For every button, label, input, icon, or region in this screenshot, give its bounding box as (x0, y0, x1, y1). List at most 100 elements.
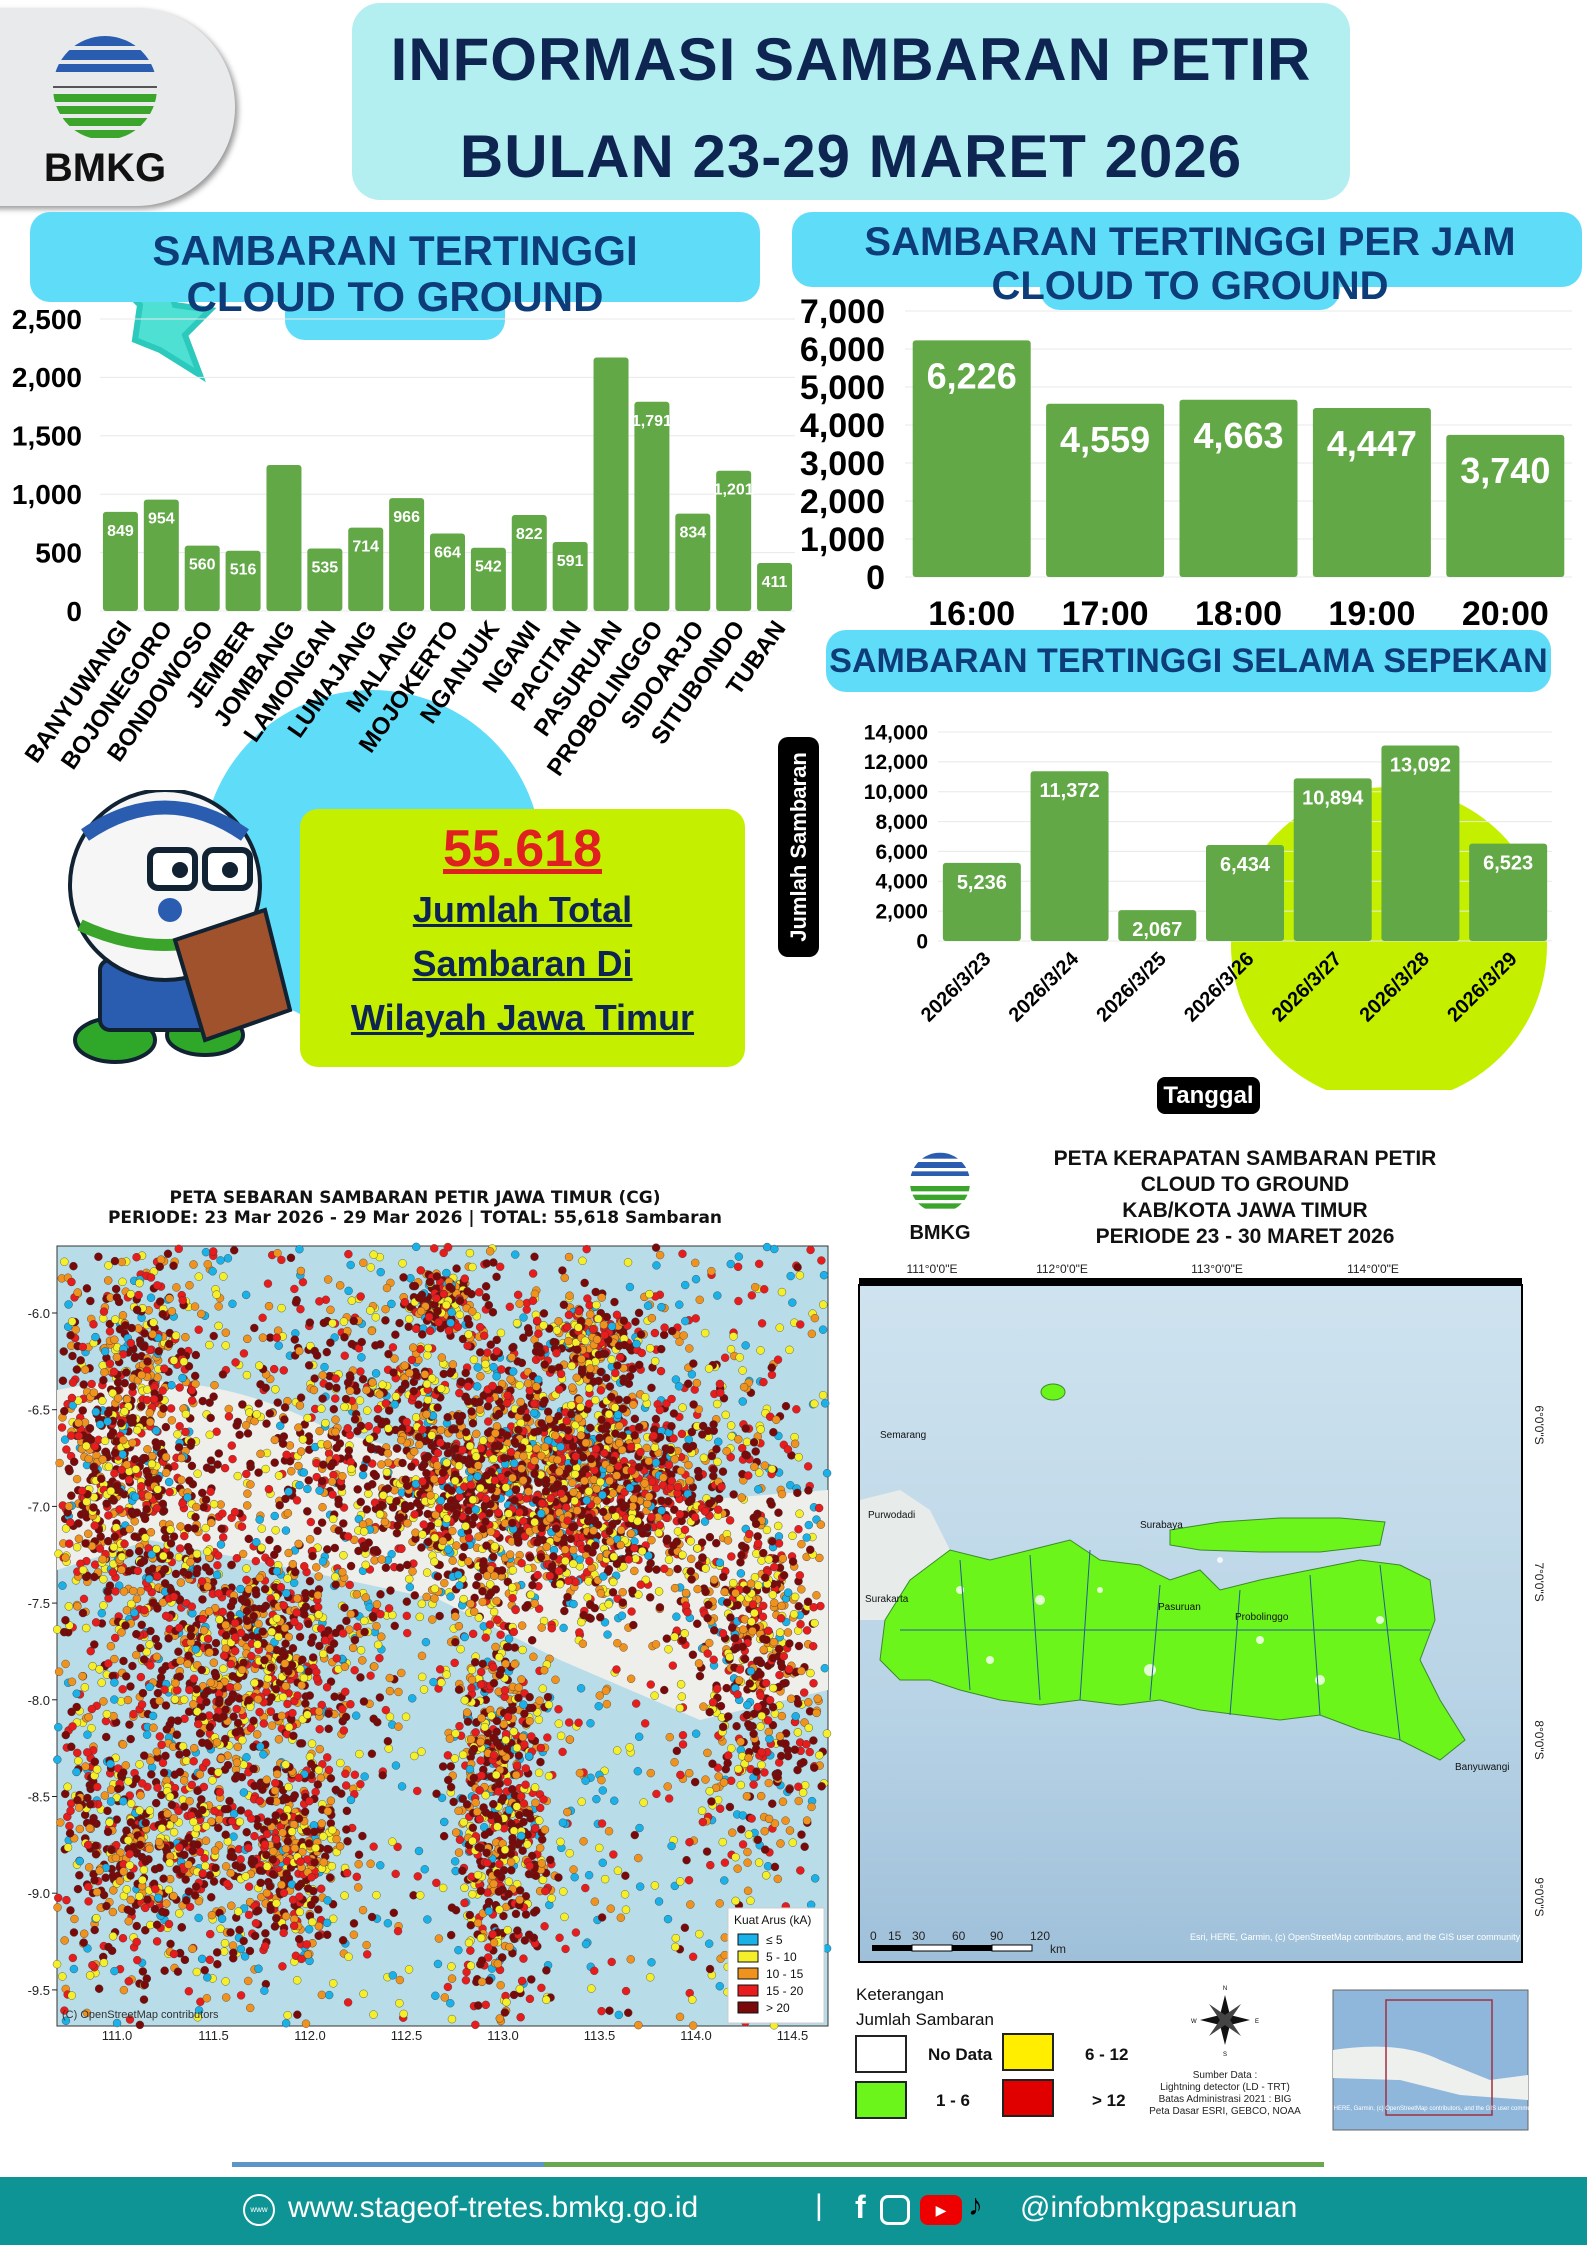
strike-point (272, 1567, 282, 1576)
chart1-bar[interactable] (184, 545, 220, 611)
chart3-bar[interactable] (1030, 771, 1109, 941)
chart1-bar[interactable] (389, 498, 425, 611)
strike-point (110, 1633, 120, 1643)
strike-point (793, 1263, 802, 1272)
strike-point (461, 1976, 471, 1985)
strike-point (223, 1254, 233, 1263)
chart1-bar[interactable] (552, 541, 588, 611)
strike-point (173, 1967, 183, 1976)
chart1-bar[interactable] (348, 527, 384, 611)
chart1-bar[interactable] (225, 550, 261, 611)
strike-point (187, 1438, 196, 1447)
strike-point (575, 1628, 584, 1637)
strike-point (741, 1450, 750, 1459)
strike-point (574, 1718, 583, 1727)
strike-point (460, 1542, 469, 1552)
strike-point (61, 2016, 71, 2026)
strike-point (571, 1928, 581, 1937)
strike-point (397, 1668, 406, 1678)
strike-point (626, 1529, 636, 1538)
strike-point (198, 1488, 207, 1498)
chart2-data-label: 4,663 (1193, 415, 1283, 456)
strike-point (506, 1447, 516, 1457)
chart3-bar[interactable] (1381, 745, 1460, 941)
strike-point (185, 1281, 194, 1290)
strike-point (244, 1696, 254, 1705)
chart1-bar[interactable] (593, 357, 629, 611)
strike-point (139, 1342, 149, 1352)
strike-point (604, 1410, 614, 1419)
strike-point (163, 1249, 173, 1258)
strike-point (289, 1731, 298, 1741)
strike-point (715, 1899, 724, 1908)
chart1-bar[interactable] (675, 513, 711, 611)
strike-point (546, 1494, 555, 1503)
strike-point (115, 1505, 124, 1514)
strike-point (530, 1517, 539, 1527)
strike-point (370, 1556, 379, 1565)
strike-point (586, 1423, 595, 1433)
chart1-bar[interactable] (102, 511, 138, 611)
chart3-bar[interactable] (942, 862, 1021, 941)
strike-point (90, 1560, 100, 1569)
chart1-bar[interactable] (511, 514, 547, 611)
chart2-bar[interactable] (1312, 408, 1431, 577)
strike-point (288, 1708, 297, 1718)
strike-point (394, 1687, 403, 1697)
chart1-data-label: 822 (516, 526, 543, 543)
chart1-bar[interactable] (143, 499, 179, 611)
strike-point (517, 1559, 526, 1568)
chart1-data-label: 560 (189, 557, 216, 574)
strike-point (725, 1516, 735, 1525)
strike-point (419, 1685, 429, 1694)
chart1-bar[interactable] (716, 470, 752, 611)
strike-point (417, 1747, 426, 1756)
strike-point (375, 1654, 384, 1663)
strike-point (53, 1903, 62, 1912)
strike-point (634, 1423, 644, 1432)
chart1-bar[interactable] (634, 401, 670, 611)
strike-point (58, 1581, 67, 1590)
strike-point (84, 1529, 93, 1538)
strike-point (191, 1512, 200, 1522)
strike-point (125, 1524, 134, 1534)
strike-point (556, 1837, 565, 1847)
strike-point (110, 1448, 120, 1458)
strike-point (664, 1555, 674, 1564)
strike-point (700, 1328, 710, 1338)
strike-point (465, 1533, 474, 1543)
strike-point (54, 1722, 63, 1732)
strike-point (670, 1505, 679, 1514)
strike-point (369, 1842, 378, 1851)
chart1-bar[interactable] (470, 547, 506, 611)
chart1-bar[interactable] (307, 548, 343, 611)
chart2-bar[interactable] (1446, 434, 1565, 577)
strike-point (584, 1577, 593, 1586)
chart1-bar[interactable] (757, 562, 793, 611)
chart3-bar[interactable] (1469, 843, 1548, 941)
strike-point (541, 1487, 551, 1496)
chart2-bar[interactable] (912, 340, 1031, 577)
strike-point (590, 1897, 600, 1906)
chart3-bar[interactable] (1118, 910, 1197, 941)
strike-point (662, 1513, 671, 1523)
chart3-ytick-label: 12,000 (864, 751, 928, 774)
chart2-bar[interactable] (1179, 399, 1298, 577)
chart1-bar[interactable] (430, 533, 465, 611)
strike-point (117, 1565, 126, 1575)
strike-point (608, 1588, 618, 1597)
chart3-bar[interactable] (1206, 844, 1284, 941)
chart1-bar[interactable] (266, 465, 302, 611)
strike-point (293, 2010, 302, 2019)
chart3-bar[interactable] (1293, 778, 1372, 941)
strike-point (601, 1686, 611, 1695)
strike-point (118, 1740, 128, 1749)
strike-point (66, 1906, 75, 1915)
strike-point (760, 1768, 769, 1777)
strike-point (624, 2008, 633, 2017)
strike-point (221, 1631, 231, 1640)
strike-point (796, 1320, 805, 1329)
strike-point (155, 1262, 164, 1271)
chart2-bar[interactable] (1046, 403, 1165, 577)
